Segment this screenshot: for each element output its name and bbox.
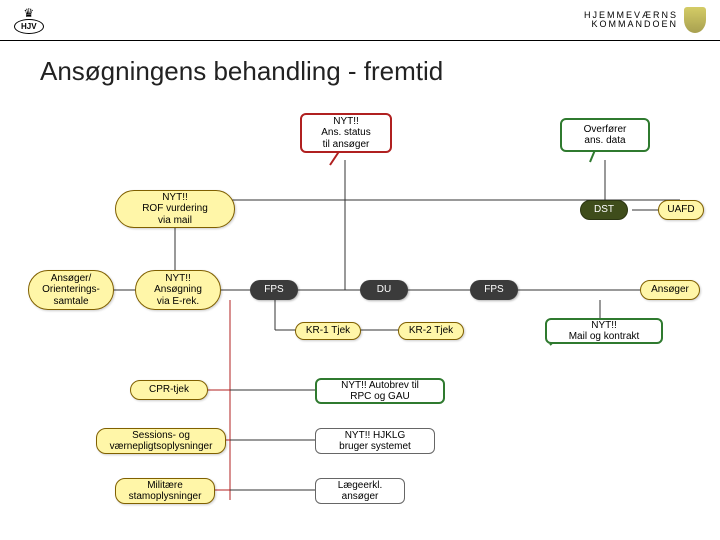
node-du: DU	[360, 280, 408, 300]
crown-icon: ♛	[23, 7, 34, 19]
node-sessions: Sessions- og værnepligtsoplysninger	[96, 428, 226, 454]
page-title: Ansøgningens behandling - fremtid	[40, 56, 443, 87]
callout-laegeerkl: Lægeerkl. ansøger	[315, 478, 405, 504]
node-fps1: FPS	[250, 280, 298, 300]
callout-hjklg: NYT!! HJKLG bruger systemet	[315, 428, 435, 454]
callout-mail-kontrakt: NYT!! Mail og kontrakt	[545, 318, 663, 344]
logo-left: ♛ HJV	[14, 7, 44, 34]
header: ♛ HJV HJEMMEVÆRNS KOMMANDOEN	[0, 0, 720, 41]
shield-icon	[684, 7, 706, 33]
brand-text: HJEMMEVÆRNS KOMMANDOEN	[584, 11, 678, 30]
node-ansoger2: Ansøger	[640, 280, 700, 300]
callout-ans-status: NYT!! Ans. status til ansøger	[300, 113, 392, 153]
logo-right: HJEMMEVÆRNS KOMMANDOEN	[584, 7, 706, 33]
callout-autobrev: NYT!! Autobrev til RPC og GAU	[315, 378, 445, 404]
node-fps2: FPS	[470, 280, 518, 300]
node-uafd: UAFD	[658, 200, 704, 220]
node-ansogning-erek: NYT!! Ansøgning via E-rek.	[135, 270, 221, 310]
node-cpr: CPR-tjek	[130, 380, 208, 400]
node-kr2: KR-2 Tjek	[398, 322, 464, 340]
crest-left: HJV	[14, 19, 44, 34]
node-rof: NYT!! ROF vurdering via mail	[115, 190, 235, 228]
node-militaere: Militære stamoplysninger	[115, 478, 215, 504]
node-ansoger-samtale: Ansøger/ Orienterings- samtale	[28, 270, 114, 310]
callout-overforer: Overfører ans. data	[560, 118, 650, 152]
node-dst: DST	[580, 200, 628, 220]
brand-line2: KOMMANDOEN	[584, 20, 678, 29]
node-kr1: KR-1 Tjek	[295, 322, 361, 340]
